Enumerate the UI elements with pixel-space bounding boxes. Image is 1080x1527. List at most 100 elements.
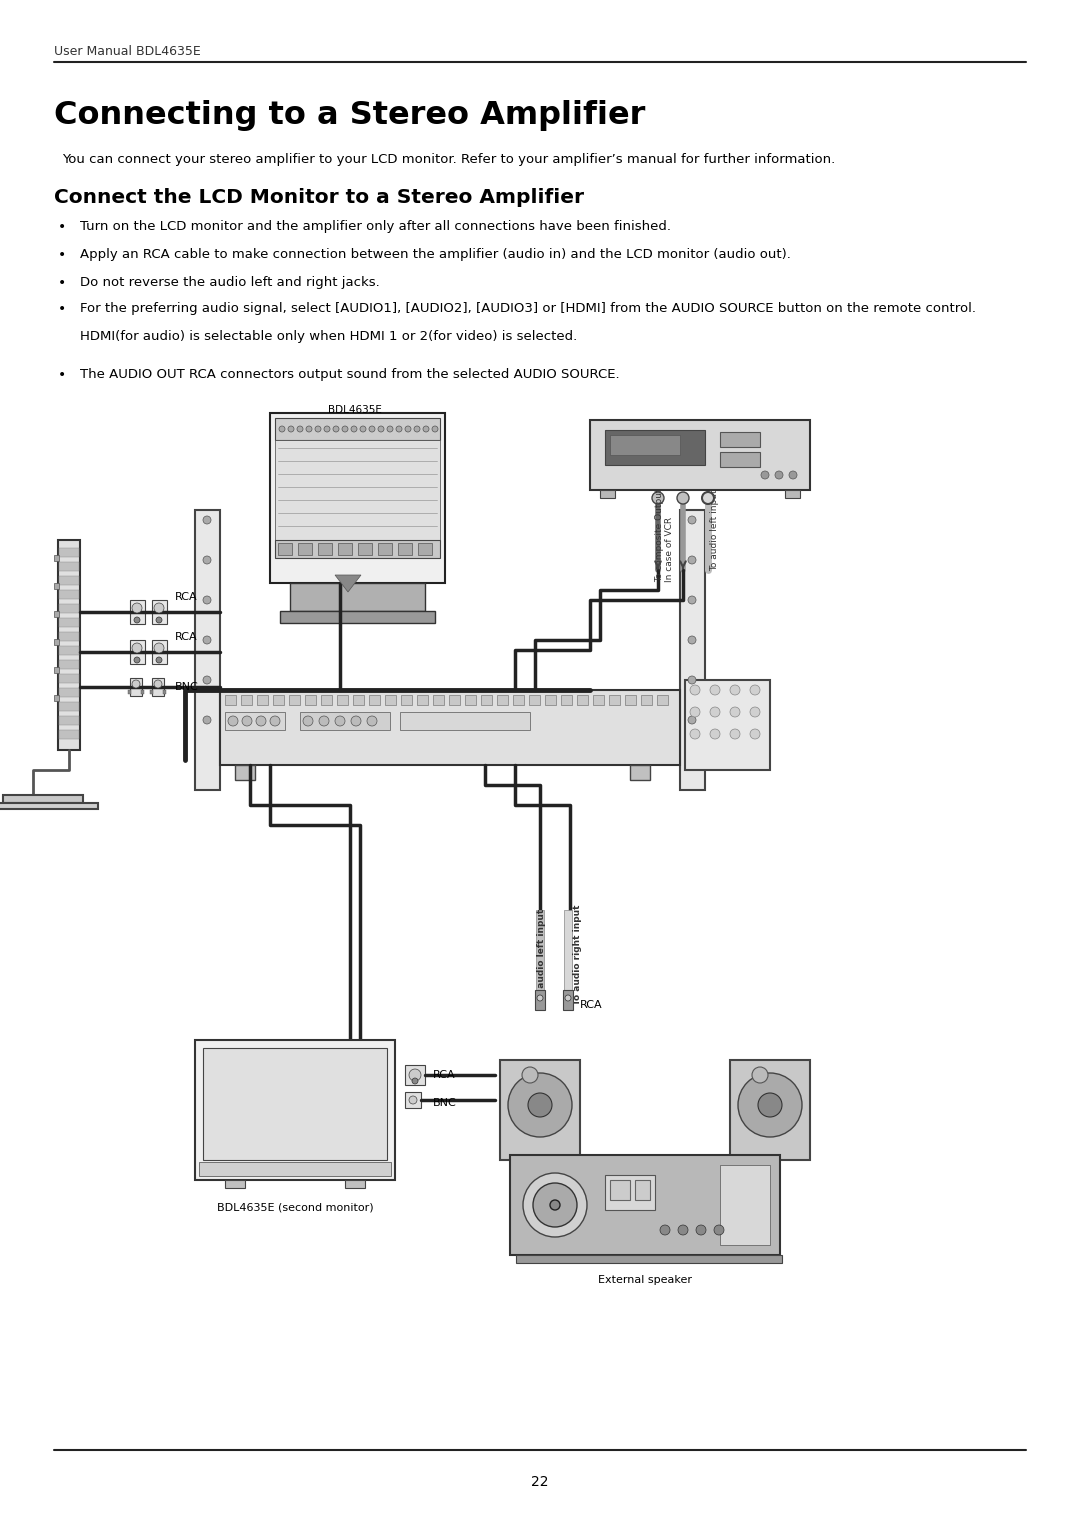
Bar <box>605 1174 654 1209</box>
Bar <box>635 1180 650 1200</box>
Bar <box>130 600 145 625</box>
Bar <box>321 695 332 705</box>
Bar <box>680 510 705 789</box>
Bar <box>630 765 650 780</box>
Bar <box>500 1060 580 1161</box>
Bar <box>59 646 79 655</box>
Bar <box>593 695 604 705</box>
Bar <box>59 730 79 739</box>
Circle shape <box>758 1093 782 1116</box>
Bar <box>54 638 59 644</box>
Text: BNC: BNC <box>433 1098 457 1109</box>
Circle shape <box>678 1225 688 1235</box>
Circle shape <box>154 680 162 689</box>
Circle shape <box>132 603 141 612</box>
Text: Apply an RCA cable to make connection between the amplifier (audio in) and the L: Apply an RCA cable to make connection be… <box>80 247 791 261</box>
Bar <box>59 702 79 712</box>
Circle shape <box>528 1093 552 1116</box>
Text: To audio left input: To audio left input <box>710 489 719 571</box>
Circle shape <box>203 516 211 524</box>
Bar <box>257 695 268 705</box>
Bar <box>203 1048 387 1161</box>
Circle shape <box>432 426 438 432</box>
Circle shape <box>522 1067 538 1083</box>
Bar <box>590 420 810 490</box>
Circle shape <box>351 716 361 725</box>
Bar <box>273 695 284 705</box>
Circle shape <box>203 716 211 724</box>
Bar <box>54 695 59 701</box>
Polygon shape <box>335 576 361 592</box>
Circle shape <box>730 707 740 718</box>
Bar <box>510 1154 780 1255</box>
Circle shape <box>730 686 740 695</box>
Bar <box>785 490 800 498</box>
Circle shape <box>378 426 384 432</box>
Bar <box>59 562 79 571</box>
Circle shape <box>203 556 211 563</box>
Text: RCA: RCA <box>580 1000 603 1009</box>
Text: You can connect your stereo amplifier to your LCD monitor. Refer to your amplifi: You can connect your stereo amplifier to… <box>62 153 835 166</box>
Circle shape <box>710 686 720 695</box>
Bar <box>275 541 440 557</box>
Bar <box>400 712 530 730</box>
Bar <box>163 690 166 693</box>
Bar <box>561 695 572 705</box>
Circle shape <box>775 470 783 479</box>
Circle shape <box>132 680 140 689</box>
Circle shape <box>405 426 411 432</box>
Circle shape <box>134 617 140 623</box>
Circle shape <box>738 1073 802 1138</box>
Circle shape <box>550 1200 561 1209</box>
Circle shape <box>688 676 696 684</box>
Circle shape <box>523 1173 588 1237</box>
Bar <box>54 611 59 617</box>
Text: •: • <box>58 220 66 234</box>
Circle shape <box>156 657 162 663</box>
Circle shape <box>690 728 700 739</box>
Circle shape <box>750 707 760 718</box>
Bar <box>449 695 460 705</box>
Circle shape <box>134 657 140 663</box>
Bar <box>59 618 79 628</box>
Text: •: • <box>58 247 66 263</box>
Bar <box>529 695 540 705</box>
Bar <box>195 510 220 789</box>
Bar <box>465 695 476 705</box>
Bar <box>564 910 572 989</box>
Bar <box>141 690 144 693</box>
Text: To composite Output
In case of VCR: To composite Output In case of VCR <box>654 489 674 582</box>
Circle shape <box>789 470 797 479</box>
Circle shape <box>702 492 714 504</box>
Circle shape <box>351 426 357 432</box>
Bar <box>152 678 164 696</box>
Bar <box>54 667 59 673</box>
Bar <box>720 452 760 467</box>
Circle shape <box>297 426 303 432</box>
Text: Do not reverse the audio left and right jacks.: Do not reverse the audio left and right … <box>80 276 380 289</box>
Bar <box>563 989 573 1009</box>
Circle shape <box>710 707 720 718</box>
Text: BDL4635E (second monitor): BDL4635E (second monitor) <box>217 1202 374 1212</box>
Bar <box>357 544 372 554</box>
Circle shape <box>537 996 543 1002</box>
Circle shape <box>333 426 339 432</box>
Bar <box>58 541 80 750</box>
Circle shape <box>256 716 266 725</box>
Bar <box>605 431 705 466</box>
Circle shape <box>411 1078 418 1084</box>
Bar <box>54 583 59 589</box>
Bar <box>657 695 669 705</box>
Bar <box>275 440 440 541</box>
Bar <box>241 695 252 705</box>
Bar <box>225 1180 245 1188</box>
Bar <box>195 1040 395 1180</box>
Bar <box>497 695 508 705</box>
Bar <box>577 695 588 705</box>
Circle shape <box>203 596 211 605</box>
Circle shape <box>335 716 345 725</box>
Bar <box>130 678 141 696</box>
Circle shape <box>315 426 321 432</box>
Circle shape <box>409 1069 421 1081</box>
Circle shape <box>288 426 294 432</box>
